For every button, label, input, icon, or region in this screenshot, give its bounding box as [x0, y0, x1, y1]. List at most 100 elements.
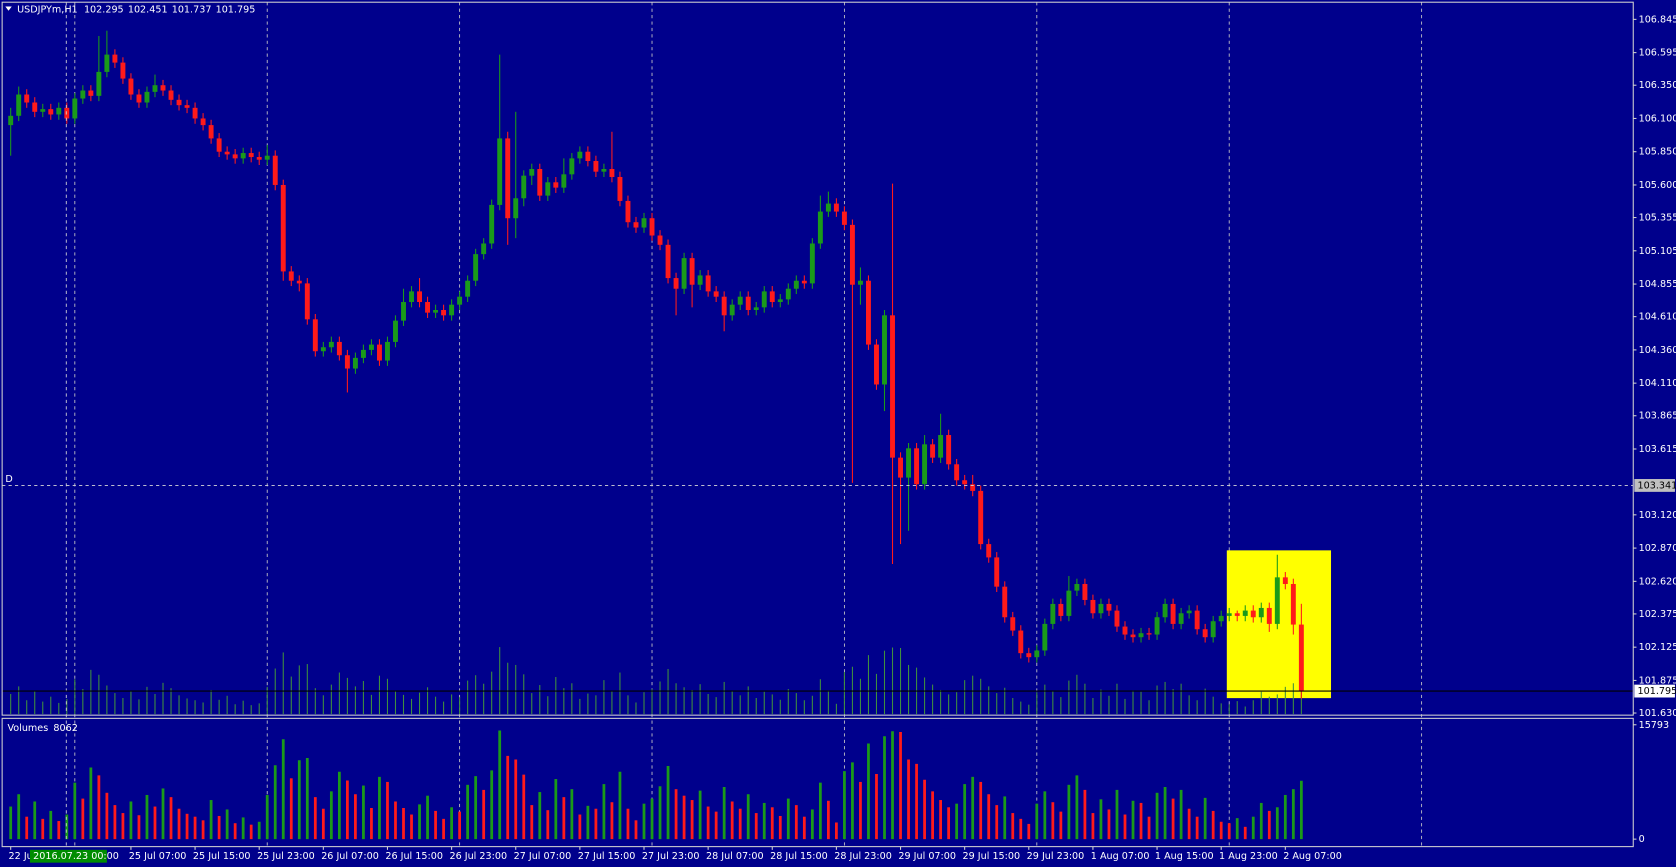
last-high: 102.451	[128, 5, 168, 16]
candle-body	[489, 204, 495, 244]
y-tick-label: 105.600	[1639, 180, 1676, 191]
candle-body	[1194, 610, 1200, 630]
candle-body	[56, 107, 62, 115]
candle-body	[128, 78, 134, 95]
candle-body	[849, 224, 855, 285]
candle-body	[1210, 621, 1216, 638]
last-low: 101.737	[172, 5, 212, 16]
candle-body	[890, 315, 895, 458]
candle-body	[914, 448, 920, 485]
candle-body	[553, 182, 559, 188]
candle-body	[938, 435, 944, 458]
candle-body	[88, 90, 94, 96]
candle-body	[1258, 607, 1264, 618]
candle-body	[1090, 599, 1096, 614]
candle-body	[649, 218, 655, 236]
candle-body	[232, 154, 238, 159]
x-tick-label: 29 Jul 07:00	[898, 851, 956, 862]
candle-body	[280, 184, 286, 272]
candle-body	[385, 341, 390, 361]
candle-body	[1162, 603, 1168, 618]
candle-body	[609, 169, 615, 177]
candle-body	[1114, 610, 1120, 627]
candle-body	[601, 169, 607, 172]
x-tick-label: 27 Jul 15:00	[578, 851, 636, 862]
candle-body	[1042, 623, 1048, 651]
candle-body	[208, 125, 214, 139]
candle-body	[769, 291, 775, 303]
candle-body	[1146, 633, 1152, 635]
x-tick-label: 28 Jul 07:00	[706, 851, 764, 862]
candle-body	[545, 182, 551, 196]
candle-body	[689, 258, 695, 285]
y-tick-label: 103.865	[1639, 411, 1676, 422]
candle-body	[633, 222, 639, 228]
volume-layer	[9, 730, 1303, 840]
candle-body	[433, 309, 439, 313]
candle-body	[529, 169, 535, 176]
candle-body	[970, 484, 976, 491]
candle-body	[304, 283, 310, 320]
highlight-box	[1226, 550, 1332, 699]
candle-body	[240, 153, 246, 159]
candle-body	[986, 544, 992, 558]
candle-body	[72, 98, 78, 119]
volume-frame	[1, 717, 1634, 848]
candle-body	[144, 91, 150, 103]
candle-body	[1266, 607, 1272, 624]
x-tick-label: 25 Jul 23:00	[257, 851, 315, 862]
candle-body	[777, 299, 783, 303]
highlight-layer	[1226, 550, 1332, 699]
candle-body	[1274, 577, 1280, 624]
candles-layer	[8, 30, 1304, 699]
candle-body	[1010, 617, 1016, 631]
candle-body	[713, 291, 719, 297]
candle-body	[24, 94, 30, 103]
candle-body	[32, 102, 38, 112]
candle-body	[825, 203, 831, 212]
candle-body	[360, 349, 366, 358]
x-tick-label: 27 Jul 23:00	[642, 851, 700, 862]
candle-body	[866, 280, 871, 345]
x-tick-label: 1 Aug 15:00	[1155, 851, 1214, 862]
x-tick-label: 26 Jul 15:00	[385, 851, 443, 862]
volume-name: Volumes	[7, 723, 48, 734]
x-tick-label: 1 Aug 07:00	[1091, 851, 1150, 862]
main-frame	[1, 1, 1634, 716]
candle-body	[801, 280, 807, 284]
crosshair-price-box	[1634, 479, 1675, 492]
y-tick-label: 104.110	[1639, 378, 1676, 389]
y-tick-label: 103.615	[1639, 444, 1676, 455]
candle-body	[16, 94, 22, 116]
last-close: 101.795	[216, 5, 256, 16]
candle-body	[425, 302, 431, 313]
y-tick-label: 105.105	[1639, 246, 1676, 257]
menu-arrow[interactable]	[5, 6, 12, 11]
y-tick-label: 102.375	[1639, 609, 1676, 620]
candle-body	[312, 319, 318, 352]
x-tick-label: 25 Jul 07:00	[129, 851, 187, 862]
y-tick-label: 104.610	[1639, 312, 1676, 323]
candle-body	[1178, 613, 1184, 624]
candle-body	[681, 258, 687, 289]
y-tick-label: 104.360	[1639, 345, 1676, 356]
candle-body	[1218, 615, 1224, 622]
candle-body	[224, 151, 230, 155]
y-tick-label: 101.875	[1639, 675, 1676, 686]
candle-body	[585, 151, 591, 162]
last-open: 102.295	[84, 5, 124, 16]
candle-body	[857, 280, 863, 285]
candle-body	[1242, 610, 1248, 616]
y-tick-label: 106.595	[1639, 48, 1676, 59]
crosshair-time-box	[29, 849, 107, 863]
candle-body	[1234, 613, 1240, 616]
candle-body	[48, 109, 54, 115]
candle-body	[1186, 610, 1192, 614]
candle-body	[745, 296, 751, 310]
candle-body	[625, 200, 631, 223]
candle-body	[906, 448, 912, 478]
candle-body	[505, 138, 511, 219]
candle-body	[409, 291, 414, 303]
